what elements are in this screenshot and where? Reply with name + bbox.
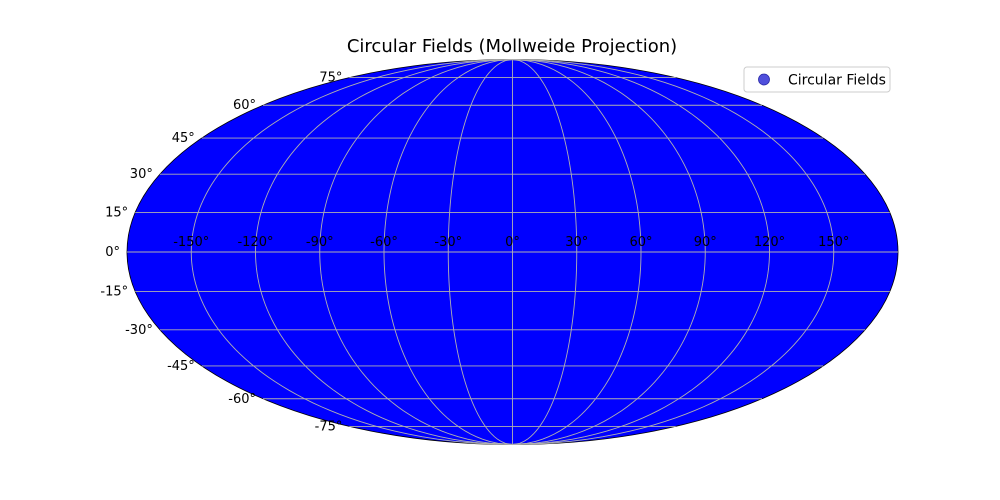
map-area (126, 59, 899, 445)
latitude-tick-label: 60° (233, 98, 256, 113)
legend-frame (743, 66, 891, 93)
longitude-gridline (512, 59, 770, 445)
latitude-tick-label: -60° (228, 392, 256, 407)
longitude-tick-label: 60° (629, 235, 652, 250)
latitude-tick-label: 0° (105, 245, 120, 260)
longitude-tick-label: -90° (306, 235, 334, 250)
longitude-gridlines (190, 59, 835, 445)
longitude-tick-label: -150° (173, 235, 209, 250)
latitude-tick-label: 45° (172, 131, 195, 146)
longitude-gridline (255, 59, 513, 445)
latitude-tick-label: 75° (319, 71, 342, 86)
longitude-gridline (512, 59, 706, 445)
chart-title: Circular Fields (Mollweide Projection) (347, 36, 677, 57)
longitude-tick-label: 0° (505, 235, 520, 250)
latitude-tick-label: -45° (167, 359, 195, 374)
latitude-tick-label: -30° (125, 323, 153, 338)
longitude-gridline (512, 59, 578, 445)
longitude-tick-label: -30° (434, 235, 462, 250)
legend-marker (758, 73, 770, 86)
longitude-tick-label: 30° (565, 235, 588, 250)
longitude-tick-labels: -150° -120° -90° -60° -30° 0° 30° 60° 90° 120° 150… (173, 235, 849, 250)
longitude-gridline (319, 59, 513, 445)
latitude-tick-label: -15° (100, 284, 128, 299)
longitude-tick-label: -120° (237, 235, 273, 250)
longitude-tick-label: 120° (754, 235, 785, 250)
longitude-gridline (512, 59, 642, 445)
longitude-tick-label: 90° (694, 235, 717, 250)
longitude-tick-label: -60° (370, 235, 398, 250)
legend: Circular Fields (743, 66, 891, 93)
latitude-tick-labels: 75° 60° 45° 30° 15° 0° -15° -30° -45° -60° -75° (100, 71, 342, 435)
latitude-tick-label: 15° (105, 206, 128, 221)
longitude-gridline (512, 59, 835, 445)
longitude-tick-label: 150° (818, 235, 849, 250)
longitude-gridline (190, 59, 513, 445)
legend-label: Circular Fields (788, 73, 886, 89)
longitude-gridline (383, 59, 513, 445)
latitude-tick-label: 30° (130, 167, 153, 182)
latitude-tick-label: -75° (315, 419, 343, 434)
longitude-gridline (447, 59, 513, 445)
